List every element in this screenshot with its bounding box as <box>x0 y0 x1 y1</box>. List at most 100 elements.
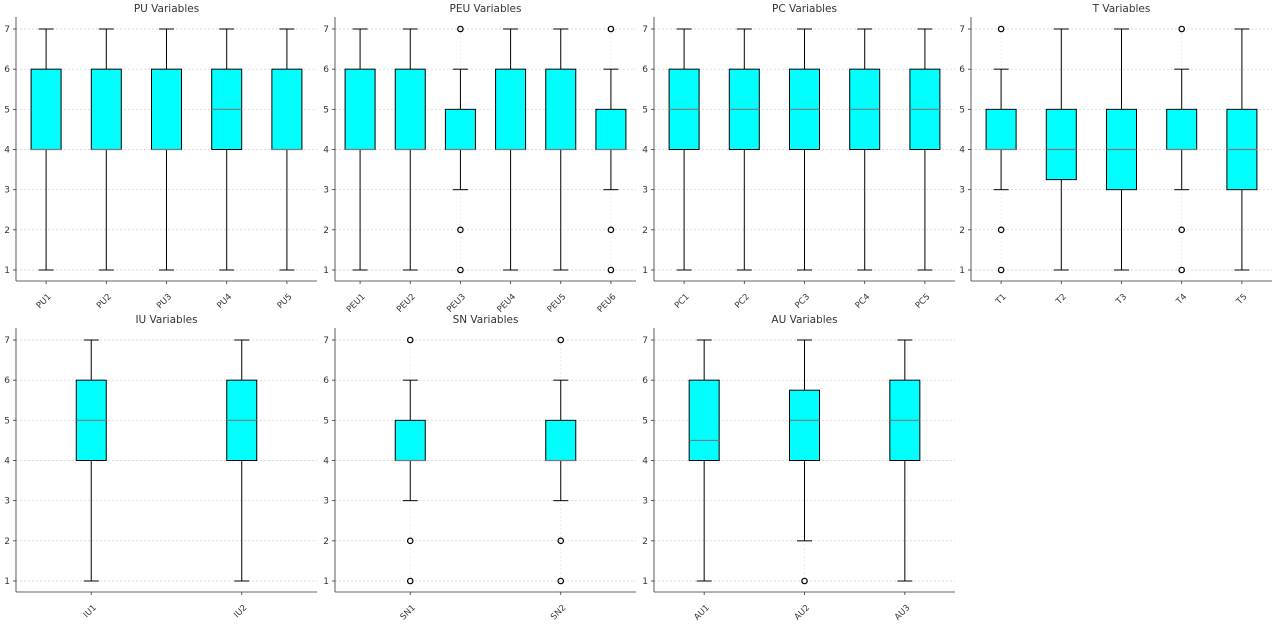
x-tick-label: PU2 <box>95 292 114 311</box>
x-tick-label: SN2 <box>549 603 568 622</box>
y-tick-label: 2 <box>959 226 965 236</box>
x-tick-label: PU4 <box>215 292 234 311</box>
y-tick-label: 4 <box>642 146 648 156</box>
box-iqr <box>688 379 720 461</box>
outlier-point <box>1178 226 1186 234</box>
box-iqr <box>545 68 577 150</box>
y-tick-label: 3 <box>642 497 648 507</box>
box-IU2: IU2 <box>226 339 258 620</box>
x-tick-label: PC4 <box>854 292 873 311</box>
outlier-point <box>557 577 565 585</box>
y-tick-label: 1 <box>4 266 10 276</box>
chart-title: PC Variables <box>772 3 837 15</box>
box-iqr <box>444 108 476 151</box>
y-tick-label: 1 <box>642 577 648 587</box>
box-iqr <box>789 389 820 462</box>
outlier-point <box>406 577 414 585</box>
outlier-point <box>557 336 565 344</box>
outlier-point <box>997 266 1005 274</box>
y-tick-label: 3 <box>959 186 965 196</box>
y-tick-label: 5 <box>642 105 648 115</box>
box-iqr <box>1166 108 1198 151</box>
x-tick-label: AU1 <box>692 603 711 622</box>
y-tick-label: 7 <box>323 25 329 35</box>
y-tick-label: 6 <box>642 65 648 75</box>
outlier-point <box>1178 266 1186 274</box>
outlier-point <box>607 226 615 234</box>
x-tick-label: IU2 <box>232 603 249 620</box>
outlier-point <box>997 226 1005 234</box>
y-tick-label: 5 <box>323 416 329 426</box>
x-tick-label: PU1 <box>35 292 54 311</box>
box-PU2: PU2 <box>90 28 122 311</box>
chart-panel: SN Variables 1 2 3 4 5 6 7 SN1 SN2 <box>323 314 636 622</box>
y-tick-label: 5 <box>323 105 329 115</box>
box-PEU5: PEU5 <box>545 28 577 315</box>
chart-title: T Variables <box>1092 3 1151 15</box>
chart-title: SN Variables <box>453 314 519 326</box>
box-iqr <box>151 68 182 150</box>
y-tick-label: 7 <box>323 336 329 346</box>
y-tick-label: 2 <box>642 537 648 547</box>
y-tick-label: 2 <box>323 537 329 547</box>
y-tick-label: 4 <box>4 146 10 156</box>
chart-title: PU Variables <box>134 3 199 15</box>
box-PU5: PU5 <box>271 28 303 311</box>
x-tick-label: PEU3 <box>445 292 468 315</box>
y-tick-label: 2 <box>4 537 10 547</box>
y-tick-label: 2 <box>323 226 329 236</box>
x-tick-label: PEU6 <box>596 292 619 315</box>
y-tick-label: 6 <box>323 65 329 75</box>
box-T4: T4 <box>1166 25 1198 307</box>
outlier-point <box>557 537 565 545</box>
box-PEU3: PEU3 <box>444 25 476 315</box>
y-tick-label: 7 <box>642 336 648 346</box>
box-iqr <box>1045 108 1077 181</box>
box-PEU6: PEU6 <box>595 25 627 315</box>
box-iqr <box>90 68 122 150</box>
outlier-point <box>406 537 414 545</box>
chart-title: IU Variables <box>135 314 197 326</box>
y-tick-label: 5 <box>4 105 10 115</box>
chart-panel: T Variables 1 2 3 4 5 6 7 T1 T2 T3 T4 T5 <box>959 3 1272 307</box>
outlier-point <box>457 25 464 33</box>
chart-panel: PEU Variables 1 2 3 4 5 6 7 PEU1 PEU2 PEU3 PEU4 PEU5… <box>323 3 636 315</box>
box-T5: T5 <box>1226 28 1258 307</box>
outlier-point <box>406 336 414 344</box>
box-T1: T1 <box>985 25 1017 307</box>
y-tick-label: 2 <box>642 226 648 236</box>
box-iqr <box>394 419 426 462</box>
x-tick-label: PU5 <box>276 292 295 311</box>
y-tick-label: 6 <box>323 376 329 386</box>
box-IU1: IU1 <box>75 339 107 620</box>
box-AU1: AU1 <box>688 339 720 623</box>
y-tick-label: 3 <box>4 186 10 196</box>
y-tick-label: 5 <box>642 416 648 426</box>
y-tick-label: 1 <box>323 577 329 587</box>
box-PEU4: PEU4 <box>495 28 527 315</box>
x-tick-label: PEU1 <box>345 292 368 315</box>
y-tick-label: 2 <box>4 226 10 236</box>
box-PU1: PU1 <box>30 28 62 311</box>
x-tick-label: T3 <box>1114 292 1129 307</box>
x-tick-label: SN1 <box>399 603 418 622</box>
box-PC4: PC4 <box>849 28 881 311</box>
x-tick-label: PU3 <box>155 292 174 311</box>
box-PC2: PC2 <box>728 28 760 311</box>
chart-title: AU Variables <box>771 314 837 326</box>
y-tick-label: 7 <box>4 336 10 346</box>
box-PC3: PC3 <box>789 28 820 311</box>
box-T2: T2 <box>1045 28 1077 307</box>
y-tick-label: 4 <box>4 457 10 467</box>
x-tick-label: PC1 <box>673 292 692 311</box>
box-PEU2: PEU2 <box>394 28 426 315</box>
y-tick-label: 6 <box>4 376 10 386</box>
y-tick-label: 1 <box>4 577 10 587</box>
y-tick-label: 3 <box>323 186 329 196</box>
box-iqr <box>344 68 376 150</box>
box-PU3: PU3 <box>151 28 182 311</box>
x-tick-label: PC3 <box>793 292 812 311</box>
x-tick-label: T2 <box>1054 292 1069 307</box>
y-tick-label: 3 <box>323 497 329 507</box>
outlier-point <box>997 25 1005 33</box>
